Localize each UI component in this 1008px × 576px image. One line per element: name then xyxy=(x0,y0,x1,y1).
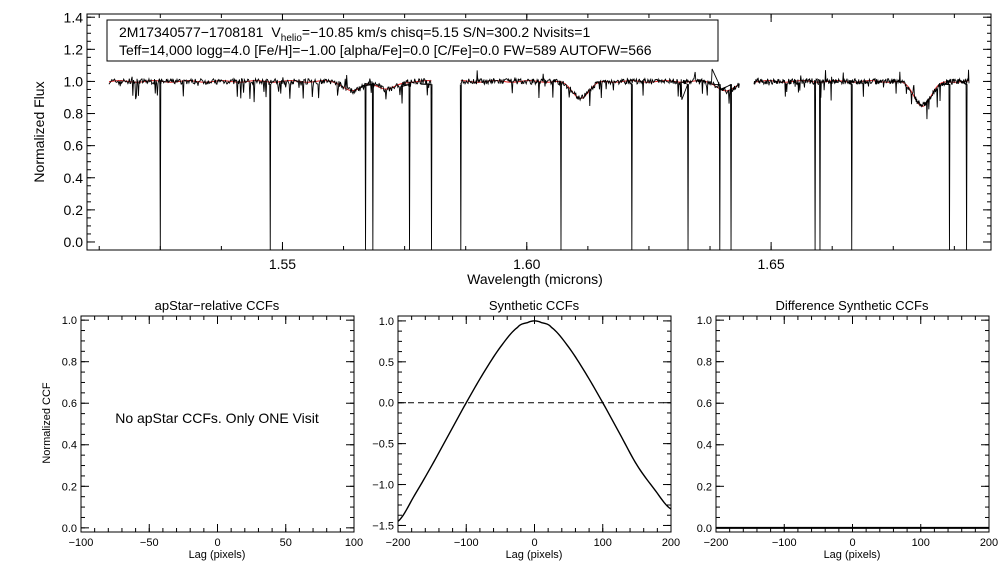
spectrum-frame xyxy=(86,13,992,251)
y-tick-label: 0.0 xyxy=(64,234,84,250)
spectrum-info-line-1: 2M17340577−1708181 Vhelio=−10.85 km/s chi… xyxy=(119,24,590,44)
observed-spectrum-line xyxy=(459,68,740,251)
star-id: 2M17340577−1708181 xyxy=(119,24,264,40)
x-tick-label: 100 xyxy=(912,537,930,549)
difference-ccf-panel: −200 −100 0 100 200 0.0 0.2 0.4 0.6 0.8 1.0 Diffe… xyxy=(697,298,998,561)
y-tick-label: 0.8 xyxy=(64,106,84,122)
observed-spectrum-line xyxy=(108,75,433,251)
y-tick-label: 0.0 xyxy=(62,523,77,535)
x-tick-label: −100 xyxy=(772,537,797,549)
y-tick-label: 0.0 xyxy=(697,523,712,535)
y-tick-label: 1.0 xyxy=(697,315,712,327)
spectrum-info-line-2: Teff=14,000 logg=4.0 [Fe/H]=−1.00 [alpha… xyxy=(119,42,652,58)
difference-ccf-x-axis-label: Lag (pixels) xyxy=(824,549,881,561)
synthetic-ccf-x-ticks: −200 −100 0 100 200 xyxy=(386,316,680,549)
synthetic-ccf-panel: −200 −100 0 100 200 −1.5 −1.0 −0.5 0.0 0.5 1.0 Sy… xyxy=(372,298,680,561)
x-tick-label: 1.65 xyxy=(757,256,784,272)
spectrum-y-ticks: 0.0 0.2 0.4 0.6 0.8 1.0 1.2 1.4 xyxy=(64,9,991,251)
spectrum-panel: 1.55 1.60 1.65 0.0 0.2 0.4 0.6 0.8 1.0 1.2 1.4 Wa… xyxy=(31,9,992,287)
x-tick-label: 1.60 xyxy=(513,256,540,272)
apstar-ccf-y-axis-label: Normalized CCF xyxy=(41,382,53,464)
y-tick-label: 0.4 xyxy=(697,440,712,452)
y-tick-label: 0.2 xyxy=(697,481,712,493)
x-tick-label: −50 xyxy=(140,537,159,549)
y-tick-label: 0.2 xyxy=(64,202,84,218)
apstar-ccf-x-ticks: −100 −50 0 50 100 xyxy=(69,316,363,549)
synthetic-ccf-title: Synthetic CCFs xyxy=(489,298,580,313)
difference-ccf-x-ticks: −200 −100 0 100 200 xyxy=(704,316,998,549)
spectrum-info-box xyxy=(106,19,719,62)
apstar-ccf-y-ticks: 0.0 0.2 0.4 0.6 0.8 1.0 xyxy=(62,315,354,535)
synthetic-ccf-line xyxy=(397,320,672,522)
y-tick-label: 0.2 xyxy=(62,481,77,493)
y-tick-label: 0.6 xyxy=(62,398,77,410)
spectrum-x-ticks: 1.55 1.60 1.65 xyxy=(98,14,955,272)
difference-ccf-frame xyxy=(715,315,990,533)
observed-spectrum-line xyxy=(753,69,970,251)
synthetic-ccf-x-axis-label: Lag (pixels) xyxy=(506,549,563,561)
x-tick-label: −100 xyxy=(454,537,479,549)
velocity-symbol: V xyxy=(271,24,281,40)
y-tick-label: −0.5 xyxy=(372,439,394,451)
synthetic-ccf-frame xyxy=(397,315,672,533)
spectrum-x-axis-label: Wavelength (microns) xyxy=(467,271,603,287)
x-tick-label: 1.55 xyxy=(269,256,296,272)
apstar-ccf-x-axis-label: Lag (pixels) xyxy=(189,549,246,561)
y-tick-label: 0.8 xyxy=(697,357,712,369)
y-tick-label: 0.8 xyxy=(62,357,77,369)
y-tick-label: 1.0 xyxy=(62,315,77,327)
y-tick-label: 0.4 xyxy=(62,440,77,452)
y-tick-label: −1.0 xyxy=(372,480,394,492)
y-tick-label: 1.0 xyxy=(379,316,394,328)
x-tick-label: 50 xyxy=(280,537,292,549)
x-tick-label: 0 xyxy=(849,537,855,549)
difference-ccf-y-ticks: 0.0 0.2 0.4 0.6 0.8 1.0 xyxy=(697,315,989,535)
x-tick-label: 200 xyxy=(980,537,998,549)
y-tick-label: −1.5 xyxy=(372,520,394,532)
x-tick-label: 100 xyxy=(594,537,612,549)
spectrum-y-axis-label: Normalized Flux xyxy=(31,81,47,182)
x-tick-label: 200 xyxy=(662,537,680,549)
x-tick-label: −200 xyxy=(704,537,729,549)
x-tick-label: −200 xyxy=(386,537,411,549)
y-tick-label: 0.0 xyxy=(379,398,394,410)
y-tick-label: 0.6 xyxy=(697,398,712,410)
x-tick-label: 100 xyxy=(345,537,363,549)
velocity-subscript: helio xyxy=(281,33,303,44)
y-tick-label: 0.6 xyxy=(64,138,84,154)
difference-ccf-title: Difference Synthetic CCFs xyxy=(776,298,929,313)
y-tick-label: 0.5 xyxy=(379,357,394,369)
synthetic-ccf-curves xyxy=(397,320,672,522)
synthetic-ccf-y-ticks: −1.5 −1.0 −0.5 0.0 0.5 1.0 xyxy=(372,316,671,532)
apstar-ccf-title: apStar−relative CCFs xyxy=(155,298,280,313)
apstar-ccf-panel: −100 −50 0 50 100 0.0 0.2 0.4 0.6 0.8 1.0 apStar−… xyxy=(41,298,363,561)
y-tick-label: 1.4 xyxy=(64,9,84,25)
no-ccf-message: No apStar CCFs. Only ONE Visit xyxy=(115,410,319,426)
y-tick-label: 1.2 xyxy=(64,41,84,57)
x-tick-label: −100 xyxy=(69,537,94,549)
x-tick-label: 0 xyxy=(531,537,537,549)
spectrum-curves xyxy=(108,68,970,251)
y-tick-label: 1.0 xyxy=(64,73,84,89)
stellar-params-line-1: =−10.85 km/s chisq=5.15 S/N=300.2 Nvisit… xyxy=(302,24,591,40)
x-tick-label: 0 xyxy=(214,537,220,549)
y-tick-label: 0.4 xyxy=(64,170,84,186)
